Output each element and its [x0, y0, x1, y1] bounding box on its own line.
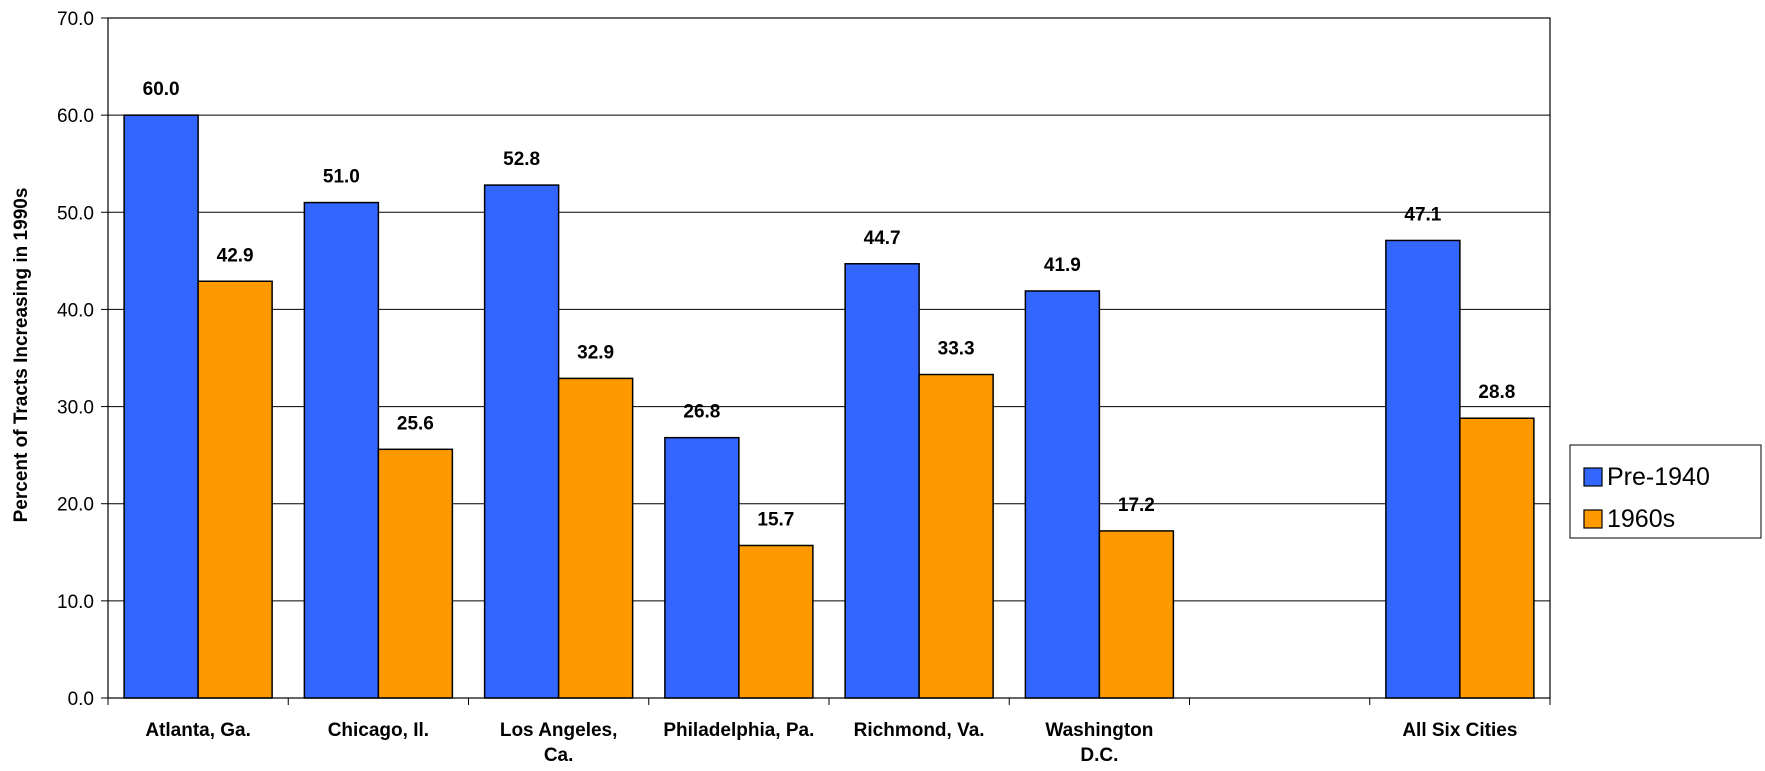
x-category-label: Washington: [1045, 720, 1153, 741]
data-label: 17.2: [1118, 495, 1155, 516]
data-label: 33.3: [938, 339, 975, 360]
y-tick-label: 40.0: [57, 300, 94, 321]
x-category-label: Ca.: [544, 745, 574, 766]
bar-1960s: [918, 373, 994, 699]
legend-swatch: [1583, 467, 1603, 487]
legend: Pre-1940 1960s: [1569, 444, 1762, 539]
bar-1960s: [1459, 417, 1535, 699]
bar-pre-1940: [123, 114, 199, 699]
data-label: 47.1: [1404, 204, 1441, 225]
data-label: 15.7: [757, 509, 794, 530]
y-tick-label: 20.0: [57, 495, 94, 516]
x-category-label: All Six Cities: [1402, 720, 1517, 741]
x-category-label: D.C.: [1080, 745, 1118, 766]
data-label: 51.0: [323, 167, 360, 188]
data-label: 32.9: [577, 342, 614, 363]
x-category-label: Richmond, Va.: [854, 720, 985, 741]
y-tick-labels: 0.0 10.0 20.0 30.0 40.0 50.0 60.0 70.0: [57, 9, 94, 710]
data-label: 44.7: [864, 228, 901, 249]
legend-swatch: [1583, 509, 1603, 529]
y-tick-label: 10.0: [57, 592, 94, 613]
data-label: 26.8: [683, 402, 720, 423]
data-labels: 60.0 42.9 51.0 25.6 52.8 32.9 26.8 15.7 44.7 33.3…: [143, 79, 1516, 530]
bar-pre-1940: [483, 184, 560, 699]
y-tick-label: 70.0: [57, 9, 94, 30]
bar-pre-1940: [303, 201, 380, 699]
y-axis-title: Percent of Tracts Increasing in 1990s: [11, 188, 32, 523]
x-category-label: Chicago, Il.: [328, 720, 429, 741]
bar-1960s: [377, 448, 454, 699]
data-label: 28.8: [1478, 382, 1515, 403]
x-category-labels: Atlanta, Ga. Chicago, Il. Los Angeles, Ca. P…: [145, 720, 1517, 766]
y-tick-label: 50.0: [57, 203, 94, 224]
x-category-label: Los Angeles,: [500, 720, 618, 741]
data-label: 60.0: [143, 79, 180, 100]
data-label: 25.6: [397, 413, 434, 434]
bar-pre-1940: [1385, 239, 1461, 699]
bar-1960s: [197, 280, 273, 699]
bar-pre-1940: [844, 263, 920, 699]
bar-pre-1940: [664, 436, 740, 699]
y-tick-label: 0.0: [68, 689, 94, 710]
bar-1960s: [557, 377, 634, 699]
legend-entry: Pre-1940: [1607, 463, 1710, 491]
axes: [101, 17, 1551, 705]
y-tick-label: 60.0: [57, 106, 94, 127]
x-category-label: Philadelphia, Pa.: [663, 720, 814, 741]
x-category-label: Atlanta, Ga.: [145, 720, 251, 741]
bar-1960s: [1098, 530, 1175, 699]
data-label: 42.9: [217, 245, 254, 266]
data-label: 52.8: [503, 149, 540, 170]
data-label: 41.9: [1044, 255, 1081, 276]
bar-1960s: [738, 544, 814, 699]
legend-entry: 1960s: [1607, 505, 1675, 533]
y-tick-label: 30.0: [57, 398, 94, 419]
bar-pre-1940: [1024, 290, 1101, 699]
bars: [123, 114, 1535, 699]
